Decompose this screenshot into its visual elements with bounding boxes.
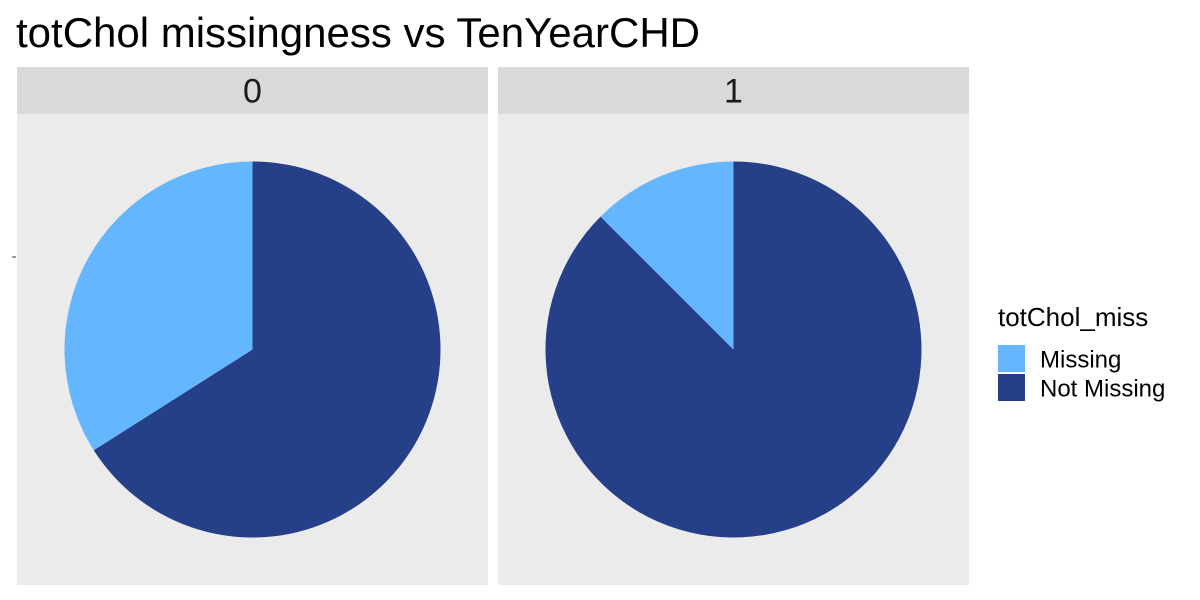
legend-title: totChol_miss (998, 302, 1148, 332)
chart-title: totChol missingness vs TenYearCHD (16, 9, 700, 56)
legend-label-missing: Missing (1040, 347, 1121, 374)
facet-strip (498, 67, 969, 114)
facet-strip-label: 1 (724, 73, 743, 111)
facet-panel-0: 0 (17, 67, 488, 585)
legend-label-not-missing: Not Missing (1040, 376, 1165, 403)
pie-slice-missing (600, 161, 734, 350)
legend-key-missing (998, 345, 1025, 372)
facet-panel-1: 1 (498, 67, 969, 585)
pie-slice-not-missing (93, 161, 441, 538)
facet-strip (17, 67, 488, 114)
facet-strip-label: 0 (243, 73, 262, 111)
legend-key-not-missing (998, 374, 1025, 401)
pie-slice-missing (64, 161, 253, 451)
